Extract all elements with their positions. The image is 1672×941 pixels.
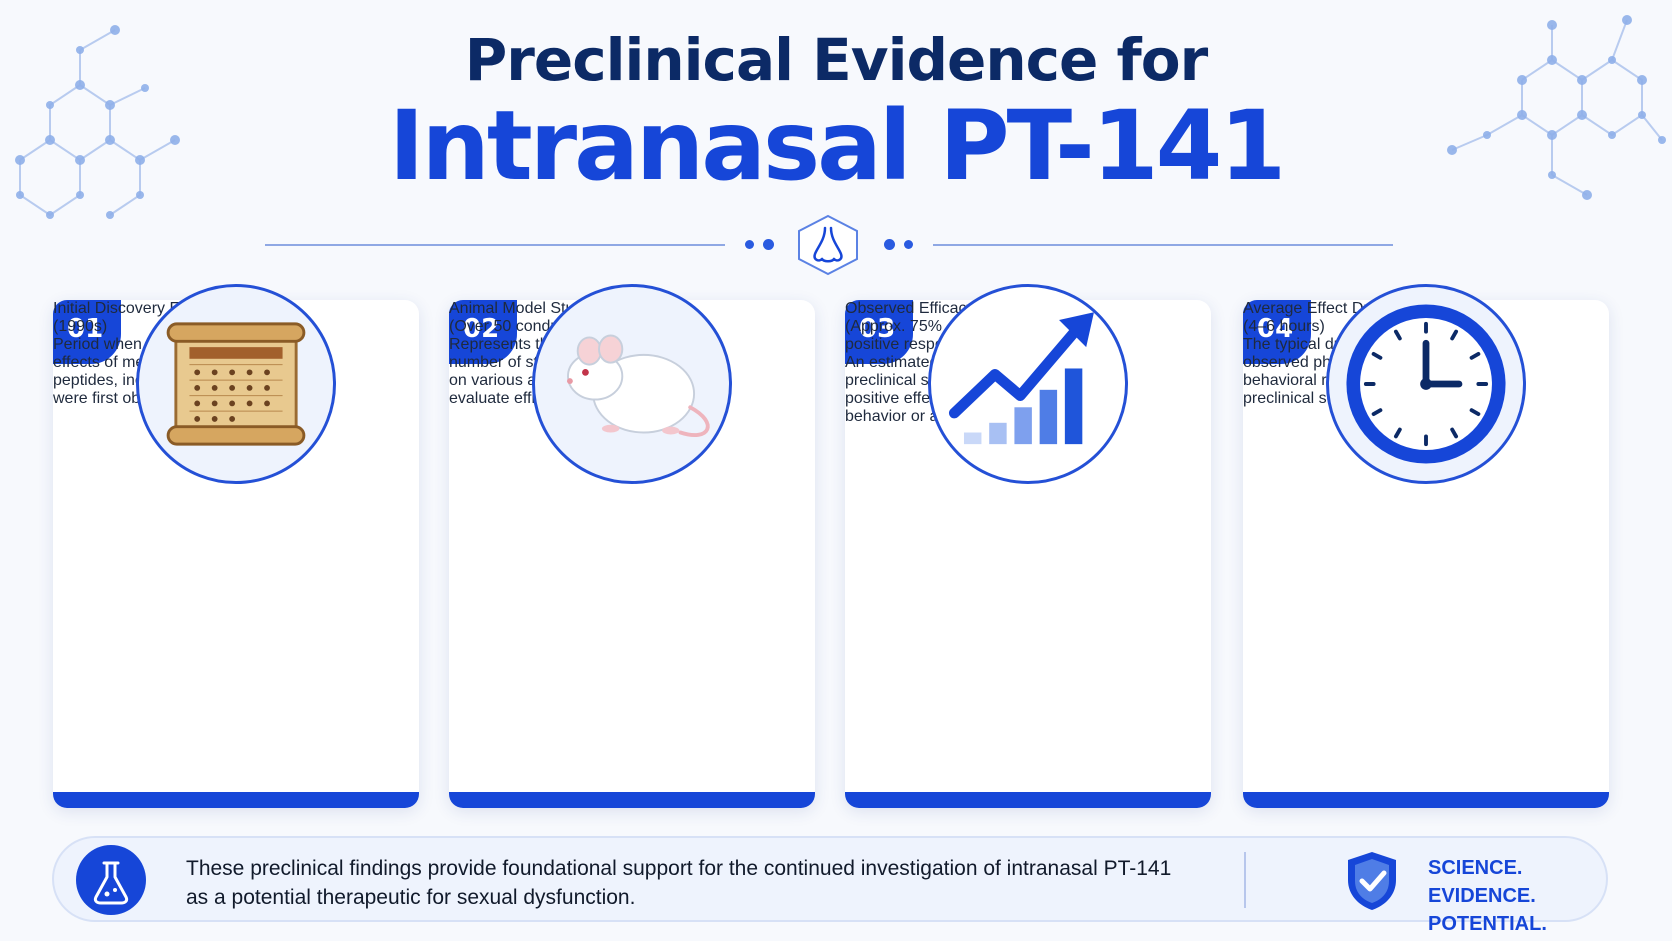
- footer-message-line: These preclinical findings provide found…: [186, 857, 1172, 880]
- card-bottom-bar: [53, 792, 419, 808]
- card-title-line: (1990s): [53, 318, 108, 335]
- footer-separator: [1244, 852, 1246, 908]
- card-bottom-bar: [1243, 792, 1609, 808]
- card-number: 01: [53, 300, 121, 364]
- header: Preclinical Evidence for Intranasal PT-1…: [0, 26, 1672, 197]
- footer-tagline: SCIENCE. EVIDENCE. POTENTIAL.: [1428, 854, 1608, 938]
- shield-check-icon: [1348, 852, 1396, 910]
- title-divider: [0, 214, 1672, 276]
- card-number: 04: [1243, 300, 1311, 364]
- footer-banner: These preclinical findings provide found…: [52, 836, 1608, 935]
- card-content-1: Initial Discovery Era (1990s) Period whe…: [53, 284, 419, 808]
- card-content-4: Average Effect Duration (4–6 hours) The …: [1243, 284, 1609, 808]
- divider-dot: [745, 240, 754, 249]
- divider-line-right: [933, 244, 1393, 246]
- divider-dot: [904, 240, 913, 249]
- divider-dot: [884, 239, 895, 250]
- card-number: 03: [845, 300, 913, 364]
- footer-message-line: as a potential therapeutic for sexual dy…: [186, 886, 636, 909]
- card-content-3: Observed Efficacy Rate (Approx. 75% posi…: [845, 284, 1211, 808]
- divider-dot: [763, 239, 774, 250]
- lab-mouse-icon: [532, 284, 732, 484]
- scroll-calendar-icon: [136, 284, 336, 484]
- card-title-line: (4–6 hours): [1243, 318, 1325, 335]
- title-line-1: Preclinical Evidence for: [464, 26, 1208, 94]
- flask-icon: [76, 845, 146, 915]
- tagline-line: POTENTIAL.: [1428, 913, 1547, 935]
- divider-line-left: [265, 244, 725, 246]
- card-title: Initial Discovery Era (1990s): [53, 300, 419, 336]
- title-line-2: Intranasal PT-141: [388, 90, 1286, 202]
- card-bottom-bar: [845, 792, 1211, 808]
- card-bottom-bar: [449, 792, 815, 808]
- card-title-line: (Approx. 75%: [845, 318, 942, 335]
- nose-icon: [798, 214, 858, 276]
- card-number: 02: [449, 300, 517, 364]
- card-title-line: Initial Discovery Era: [53, 300, 195, 317]
- tagline-line: SCIENCE. EVIDENCE.: [1428, 857, 1536, 907]
- card-content-2: Animal Model Studies (Over 50 conducted)…: [449, 284, 815, 808]
- trend-chart-icon: [928, 284, 1128, 484]
- clock-icon: [1326, 284, 1526, 484]
- footer-message: These preclinical findings provide found…: [186, 854, 1186, 912]
